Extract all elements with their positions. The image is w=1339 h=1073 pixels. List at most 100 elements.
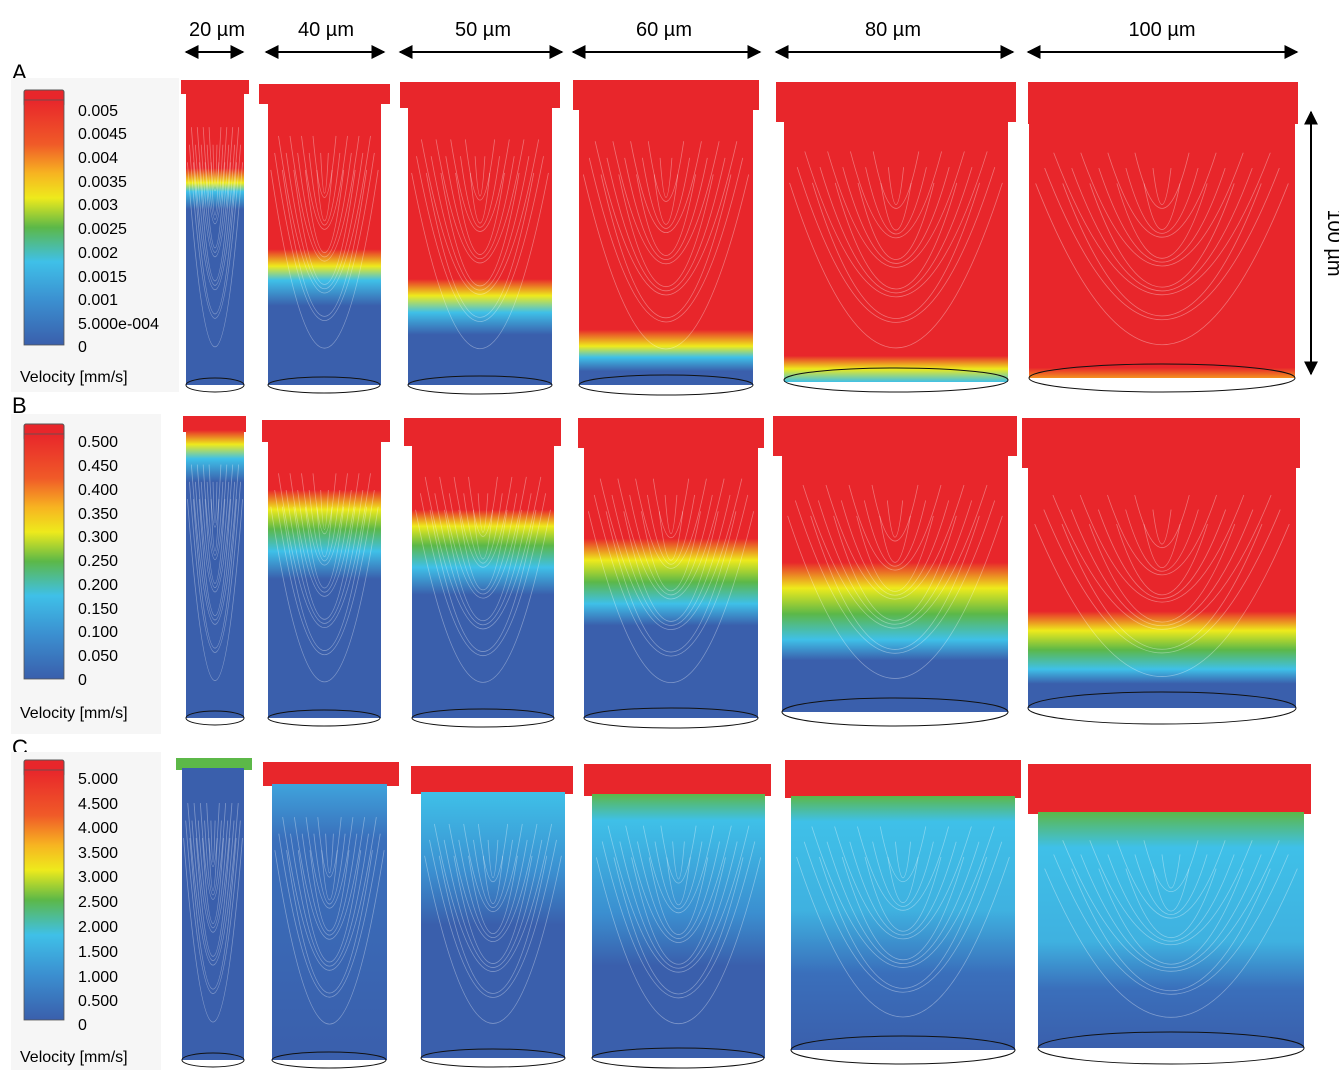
legend-a-tick: 0.0035 — [78, 174, 127, 191]
legend-b-tick: 0.100 — [78, 624, 118, 641]
streamline — [416, 156, 544, 322]
streamline — [325, 833, 334, 874]
streamline — [652, 478, 690, 539]
legend-c-tick: 3.000 — [78, 869, 118, 886]
streamline — [434, 493, 532, 626]
streamline — [879, 826, 927, 882]
streamline — [317, 817, 342, 878]
streamline — [474, 156, 486, 197]
streamline — [286, 850, 373, 994]
streamline — [635, 478, 707, 569]
streamline — [1125, 167, 1199, 234]
streamline — [796, 167, 996, 323]
streamline — [212, 481, 218, 523]
streamlines — [183, 127, 1298, 1025]
streamline — [202, 464, 228, 560]
streamline — [887, 856, 919, 904]
streamline — [646, 494, 696, 565]
streamline — [819, 856, 987, 989]
streamline — [811, 826, 995, 968]
streamline — [607, 825, 750, 973]
streamline — [274, 489, 375, 656]
cylinder-b-40-cap — [262, 420, 390, 442]
streamline — [429, 509, 537, 652]
streamline — [278, 833, 381, 998]
streamline — [285, 489, 364, 624]
width-label-20: 20 µm — [189, 19, 245, 41]
cylinder-a-20-base — [185, 377, 245, 393]
legend-c-tick: 1.500 — [78, 944, 118, 961]
streamline — [270, 169, 379, 349]
cylinder-a-80-cap — [776, 82, 1016, 122]
streamline — [1098, 868, 1244, 965]
cylinder-a-40-cap — [259, 84, 390, 104]
streamline — [194, 481, 236, 621]
streamline — [1044, 868, 1298, 1018]
streamline — [856, 515, 934, 592]
cylinder-c-100-base — [1037, 1031, 1305, 1065]
streamline — [812, 182, 980, 319]
streamline — [595, 857, 762, 1024]
streamline — [850, 151, 942, 239]
cylinder-b-100-base — [1027, 691, 1297, 725]
streamline — [187, 162, 243, 347]
streamline — [430, 156, 530, 291]
streamline — [301, 833, 358, 936]
cylinder-b-20-base — [185, 710, 245, 726]
cylinder-c-50-cap — [411, 766, 573, 794]
cylinder-a-60 — [573, 80, 759, 396]
streamline — [208, 838, 218, 892]
streamline — [190, 464, 240, 625]
streamline — [1134, 494, 1190, 548]
streamline — [1071, 167, 1253, 292]
streamline — [834, 182, 958, 290]
streamline — [605, 511, 737, 653]
legend-c-colorbar — [23, 769, 65, 1021]
cylinder-a-40-body — [268, 102, 381, 385]
cylinder-c-100-cap — [1028, 764, 1311, 814]
streamline — [636, 174, 696, 256]
streamline — [189, 481, 241, 653]
legend-b-tick: 0.250 — [78, 553, 118, 570]
streamline — [204, 162, 226, 249]
cylinder-b-60-cap — [578, 418, 764, 448]
streamline — [193, 803, 233, 933]
streamline — [840, 500, 950, 596]
height-label: 100 µm — [1323, 209, 1339, 276]
cylinder-c-40-body — [272, 784, 387, 1060]
streamline — [625, 825, 732, 943]
streamline — [200, 144, 230, 253]
streamline — [619, 841, 738, 969]
cylinder-b-60 — [578, 418, 764, 729]
streamline — [289, 473, 360, 597]
streamline — [192, 499, 238, 649]
streamline — [297, 152, 352, 258]
streamline — [289, 135, 360, 262]
streamline — [308, 152, 341, 226]
streamline — [872, 151, 920, 209]
streamline — [865, 167, 927, 235]
streamline — [270, 506, 379, 682]
streamline — [187, 499, 243, 681]
streamline — [477, 493, 489, 533]
streamline — [653, 174, 679, 225]
streamline — [641, 511, 701, 592]
streamline — [641, 157, 691, 229]
streamline — [1044, 167, 1280, 320]
streamline — [1079, 494, 1245, 603]
legend-b-tick: 0.150 — [78, 601, 118, 618]
streamline — [1062, 840, 1280, 972]
cylinder-a-100-base — [1028, 363, 1296, 393]
legend-a-tick: 0.001 — [78, 292, 118, 309]
streamline — [1107, 152, 1217, 238]
streamline — [210, 820, 216, 863]
streamline — [659, 157, 673, 198]
streamline — [448, 823, 538, 942]
streamline — [473, 839, 513, 909]
streamline — [439, 476, 527, 599]
streamline — [660, 825, 697, 884]
streamline — [872, 841, 934, 907]
streamline — [648, 857, 709, 935]
streamline — [304, 169, 345, 254]
cylinder-c-50-base — [420, 1048, 566, 1068]
